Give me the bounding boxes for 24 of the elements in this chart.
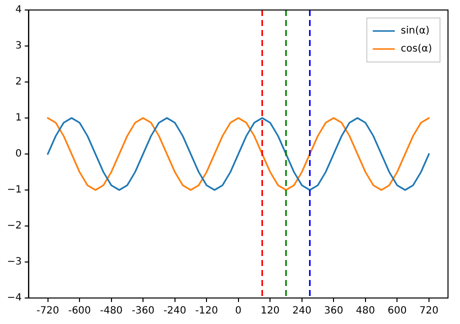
y-tick-label: 3 xyxy=(15,40,22,52)
x-tick-label: -240 xyxy=(163,306,186,317)
x-tick-label: 0 xyxy=(235,306,242,317)
y-tick-label: −3 xyxy=(6,256,22,268)
x-tick-label: 360 xyxy=(324,306,344,317)
x-tick-label: -480 xyxy=(100,306,123,317)
legend-label: cos(α) xyxy=(400,44,432,55)
y-tick-label: 1 xyxy=(15,112,22,124)
y-tick-label: 2 xyxy=(15,76,22,88)
y-tick-label: 0 xyxy=(15,148,22,160)
x-tick-label: -360 xyxy=(132,306,154,317)
x-tick-label: 600 xyxy=(388,306,407,317)
y-tick-label: −1 xyxy=(6,184,22,196)
x-tick-label: 240 xyxy=(292,306,312,317)
x-tick-label: 120 xyxy=(260,306,280,317)
y-tick-label: −2 xyxy=(6,220,22,232)
x-tick-label: -600 xyxy=(68,306,91,317)
x-tick-label: 480 xyxy=(356,306,375,317)
x-tick-label: 720 xyxy=(419,306,438,317)
legend-label: sin(α) xyxy=(400,26,430,37)
x-tick-label: -720 xyxy=(36,306,60,317)
x-tick-label: -120 xyxy=(195,306,218,317)
y-tick-label: 4 xyxy=(15,4,22,16)
y-tick-label: −4 xyxy=(6,292,22,304)
